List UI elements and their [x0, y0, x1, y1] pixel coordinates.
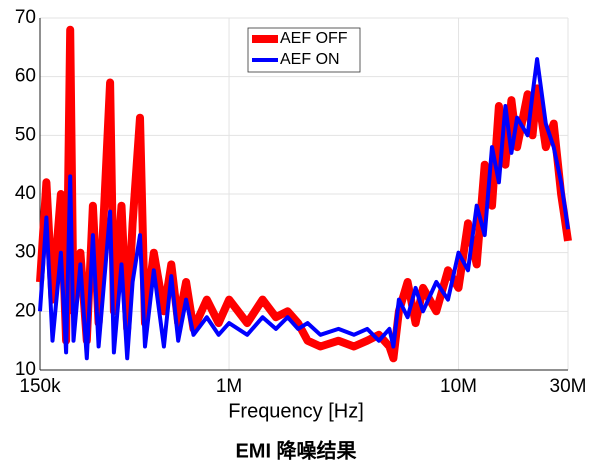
y-tick-label: 60 [15, 66, 36, 87]
y-tick-label: 30 [15, 242, 36, 263]
series-line [38, 57, 570, 361]
legend-label: AEF OFF [280, 30, 348, 47]
caption: EMI 降噪结果 [235, 438, 356, 462]
y-tick-label: 50 [15, 124, 36, 145]
x-axis-label: Frequency [Hz] [228, 400, 364, 422]
y-tick-label: 70 [15, 7, 36, 28]
x-tick-label: 150k [19, 376, 61, 397]
legend-label: AEF ON [280, 51, 340, 68]
y-tick-label: 10 [15, 359, 36, 380]
x-tick-label: 1M [216, 376, 242, 397]
x-tick-label: 10M [440, 376, 477, 397]
y-tick-label: 40 [15, 183, 36, 204]
x-tick-label: 30M [550, 376, 587, 397]
y-tick-label: 20 [15, 300, 36, 321]
